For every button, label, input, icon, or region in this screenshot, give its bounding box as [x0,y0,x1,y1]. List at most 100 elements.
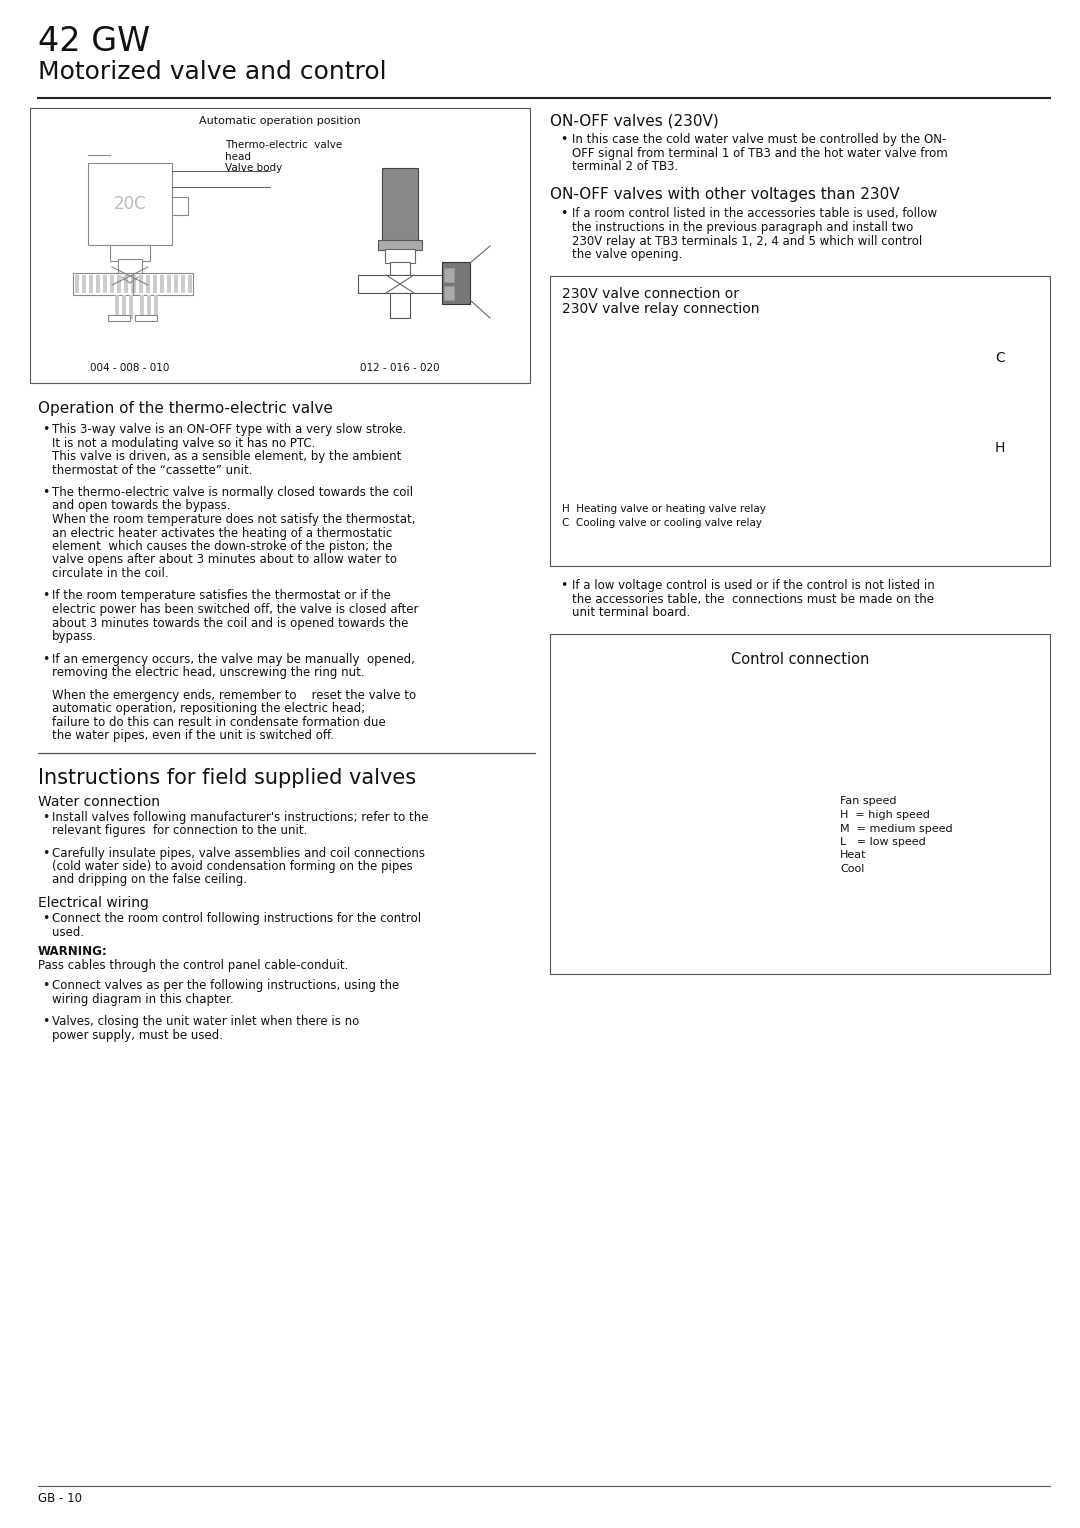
Bar [132,275,136,293]
Bar [390,261,410,275]
Text: •: • [42,810,50,824]
Text: 230V relay at TB3 terminals 1, 2, 4 and 5 which will control: 230V relay at TB3 terminals 1, 2, 4 and … [572,234,922,248]
Text: M  = medium speed: M = medium speed [840,824,953,833]
Text: element  which causes the down-stroke of the piston; the: element which causes the down-stroke of … [52,539,392,553]
Bar [181,275,185,293]
Text: Electrical wiring: Electrical wiring [38,895,149,911]
Bar [30,108,530,384]
Text: Water connection: Water connection [38,795,160,808]
Bar [96,275,100,293]
Text: When the room temperature does not satisfy the thermostat,: When the room temperature does not satis… [52,513,416,526]
Text: •: • [561,579,567,593]
Text: •: • [561,133,567,147]
Text: •: • [561,208,567,220]
Bar [108,315,130,321]
Text: OFF signal from terminal 1 of TB3 and the hot water valve from: OFF signal from terminal 1 of TB3 and th… [572,147,948,159]
Text: relevant figures  for connection to the unit.: relevant figures for connection to the u… [52,824,308,837]
Text: the water pipes, even if the unit is switched off.: the water pipes, even if the unit is swi… [52,729,334,743]
Bar [390,293,410,318]
Text: Motorized valve and control: Motorized valve and control [38,60,387,84]
Text: Instructions for field supplied valves: Instructions for field supplied valves [38,769,416,788]
Text: and dripping on the false ceiling.: and dripping on the false ceiling. [52,874,247,886]
Text: C: C [995,350,1004,365]
Bar [135,315,157,321]
Text: •: • [42,423,50,435]
Text: circulate in the coil.: circulate in the coil. [52,567,168,581]
Bar [167,275,171,293]
Text: If the room temperature satisfies the thermostat or if the: If the room temperature satisfies the th… [52,590,391,602]
Bar [118,260,141,274]
Bar [174,275,178,293]
Text: If a low voltage control is used or if the control is not listed in: If a low voltage control is used or if t… [572,579,935,593]
Text: unit terminal board.: unit terminal board. [572,607,690,619]
Bar [103,275,107,293]
Text: thermostat of the “cassette” unit.: thermostat of the “cassette” unit. [52,463,253,477]
Bar [110,275,114,293]
Bar [384,249,415,263]
Text: •: • [42,590,50,602]
Text: C  Cooling valve or cooling valve relay: C Cooling valve or cooling valve relay [562,518,762,527]
Text: Control connection: Control connection [731,652,869,668]
Text: removing the electric head, unscrewing the ring nut.: removing the electric head, unscrewing t… [52,666,365,678]
Text: Install valves following manufacturer's instructions; refer to the: Install valves following manufacturer's … [52,810,429,824]
Text: H  Heating valve or heating valve relay: H Heating valve or heating valve relay [562,504,766,513]
Bar [442,261,470,304]
Bar [89,275,93,293]
Bar [131,275,135,293]
Bar [146,275,150,293]
Bar [75,275,79,293]
Text: power supply, must be used.: power supply, must be used. [52,1028,222,1042]
Bar [147,295,151,319]
Bar [550,275,1050,565]
Text: Connect valves as per the following instructions, using the: Connect valves as per the following inst… [52,979,400,992]
Text: the accessories table, the  connections must be made on the: the accessories table, the connections m… [572,593,934,607]
Text: L   = low speed: L = low speed [840,837,926,847]
Text: ON-OFF valves with other voltages than 230V: ON-OFF valves with other voltages than 2… [550,188,900,203]
Text: Pass cables through the control panel cable-conduit.: Pass cables through the control panel ca… [38,958,349,972]
Text: wiring diagram in this chapter.: wiring diagram in this chapter. [52,993,233,1005]
Text: 004 - 008 - 010: 004 - 008 - 010 [91,364,170,373]
Text: electric power has been switched off, the valve is closed after: electric power has been switched off, th… [52,604,419,616]
Bar [188,275,192,293]
Text: automatic operation, repositioning the electric head;: automatic operation, repositioning the e… [52,701,365,715]
Text: an electric heater activates the heating of a thermostatic: an electric heater activates the heating… [52,527,392,539]
Text: This 3-way valve is an ON-OFF type with a very slow stroke.: This 3-way valve is an ON-OFF type with … [52,423,406,435]
Bar [73,274,133,295]
Text: 20C: 20C [113,196,146,212]
Text: Cool: Cool [840,863,864,874]
Text: 012 - 016 - 020: 012 - 016 - 020 [361,364,440,373]
Bar [140,295,144,319]
Text: H  = high speed: H = high speed [840,810,930,821]
Text: •: • [42,1015,50,1028]
Text: terminal 2 of TB3.: terminal 2 of TB3. [572,160,678,173]
Bar [172,197,188,215]
Text: 230V valve relay connection: 230V valve relay connection [562,303,759,316]
Bar [129,295,133,319]
Text: Automatic operation position: Automatic operation position [199,116,361,125]
Bar [444,286,454,299]
Bar [139,275,143,293]
Bar [122,295,126,319]
Text: 42 GW: 42 GW [38,24,150,58]
Text: Valves, closing the unit water inlet when there is no: Valves, closing the unit water inlet whe… [52,1015,360,1028]
Text: If a room control listed in the accessories table is used, follow: If a room control listed in the accessor… [572,208,937,220]
Bar [160,275,164,293]
Text: Thermo-electric  valve
head
Valve body: Thermo-electric valve head Valve body [225,141,342,173]
Text: Fan speed: Fan speed [840,796,896,807]
Text: the instructions in the previous paragraph and install two: the instructions in the previous paragra… [572,222,914,234]
Text: failure to do this can result in condensate formation due: failure to do this can result in condens… [52,715,386,729]
Bar [87,163,172,244]
Text: Heat: Heat [840,851,866,860]
Text: When the emergency ends, remember to    reset the valve to: When the emergency ends, remember to res… [52,689,416,701]
Text: It is not a modulating valve so it has no PTC.: It is not a modulating valve so it has n… [52,437,315,449]
Bar [117,275,121,293]
Bar [154,295,158,319]
Bar [114,295,119,319]
Text: H: H [995,440,1005,454]
Text: Carefully insulate pipes, valve assemblies and coil connections: Carefully insulate pipes, valve assembli… [52,847,426,859]
Text: •: • [42,912,50,924]
Text: If an emergency occurs, the valve may be manually  opened,: If an emergency occurs, the valve may be… [52,652,415,666]
Bar [110,244,150,261]
Text: bypass.: bypass. [52,630,97,643]
Text: Operation of the thermo-electric valve: Operation of the thermo-electric valve [38,400,333,416]
